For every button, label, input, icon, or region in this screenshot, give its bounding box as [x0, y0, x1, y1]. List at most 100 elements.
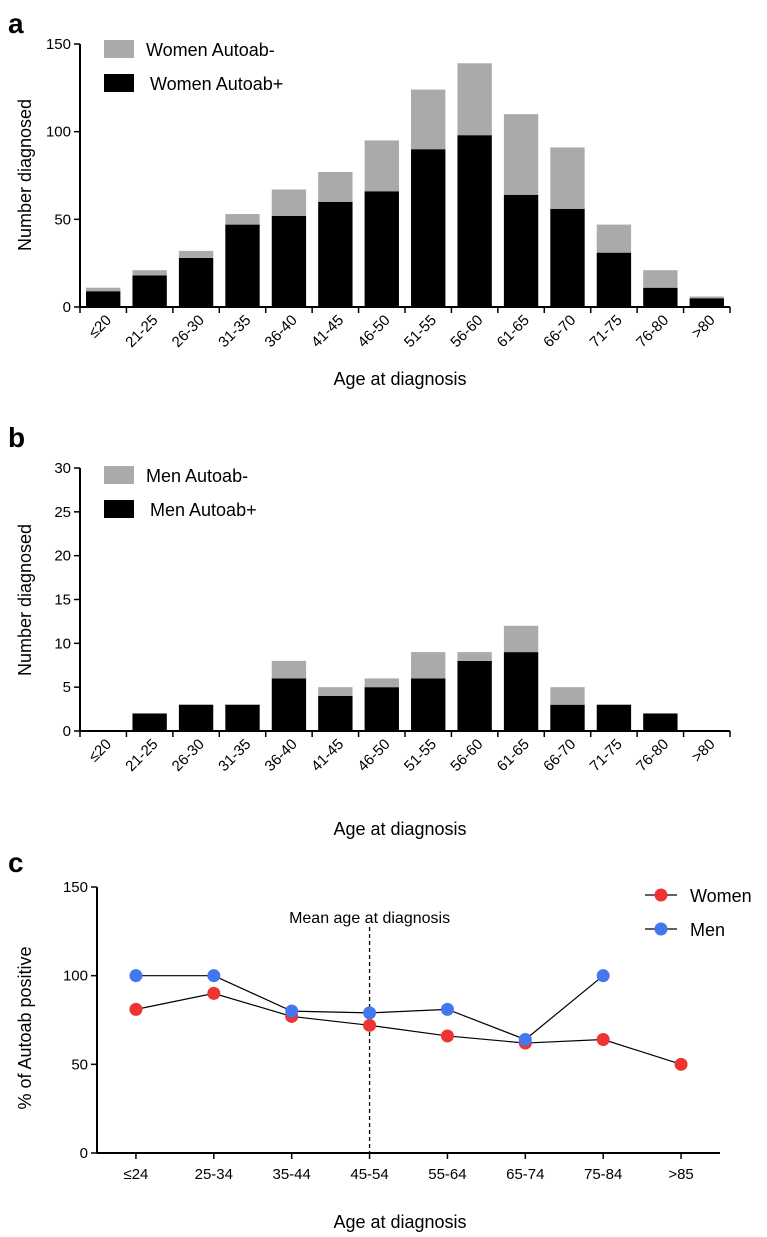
bar-women-autoab-76-80: [643, 287, 678, 307]
y-tick-label: 100: [46, 124, 71, 141]
bar-women-autoab-41-45: [318, 201, 353, 307]
panel-c-y-axis-title: % of Autoab positive: [15, 946, 35, 1109]
panel-a-x-axis-title: Age at diagnosis: [333, 369, 466, 389]
x-tick-label-65-74: 65-74: [506, 1166, 544, 1183]
x-tick-label-gt80: >80: [689, 312, 719, 342]
bar-men-autoab-76-80: [643, 713, 678, 731]
panel-a-letter: a: [8, 8, 24, 39]
legend-label-women-autoab: Women Autoab+: [150, 74, 283, 94]
x-tick-label-61-65: 61-65: [494, 736, 533, 775]
bar-men-autoab-26-30: [178, 704, 214, 731]
bar-women-autoab-21-25: [132, 275, 167, 307]
x-tick-label-36-40: 36-40: [262, 312, 301, 351]
legend-marker-women: [654, 888, 668, 902]
panel-c: c % of Autoab positive Age at diagnosis …: [8, 847, 752, 1232]
bar-women-autoab-le20: [86, 287, 121, 292]
panel-b-letter: b: [8, 422, 25, 453]
bar-women-autoab-51-55: [411, 89, 446, 150]
legend-label-women-autoab: Women Autoab-: [146, 40, 275, 60]
bar-women-autoab-le20: [86, 291, 121, 307]
panel-b-x-axis-title: Age at diagnosis: [333, 819, 466, 839]
bar-men-autoab-21-25: [132, 713, 167, 731]
y-tick-label: 5: [63, 679, 71, 696]
y-tick-label: 25: [54, 504, 71, 521]
point-women-25-34: [207, 986, 221, 1000]
bar-men-autoab-71-75: [596, 704, 632, 731]
x-tick-label-41-45: 41-45: [308, 312, 347, 351]
x-tick-label-71-75: 71-75: [587, 312, 626, 351]
x-tick-label-56-60: 56-60: [447, 736, 486, 775]
x-tick-label-55-64: 55-64: [428, 1166, 466, 1183]
mean-age-label: Mean age at diagnosis: [289, 910, 450, 927]
panel-a: a Number diagnosed Age at diagnosis 0 50 1…: [8, 8, 731, 389]
bar-men-autoab-66-70: [550, 704, 585, 731]
bar-men-autoab-61-65: [503, 625, 539, 653]
bar-women-autoab-21-25: [132, 270, 167, 276]
x-tick-label-26-30: 26-30: [169, 736, 208, 775]
x-tick-label-36-40: 36-40: [262, 736, 301, 775]
y-tick-label: 150: [63, 879, 88, 896]
bar-women-autoab-56-60: [457, 63, 492, 136]
legend-label-women: Women: [690, 886, 752, 906]
x-tick-label-gt85: >85: [668, 1166, 693, 1183]
bar-men-autoab-31-35: [225, 704, 260, 731]
panel-a-plot: 0 50 100 150 ≤20 21-25 26-30 31-35 36-40 41-45 46-…: [46, 36, 731, 351]
x-tick-label-45-54: 45-54: [350, 1166, 388, 1183]
bar-women-autoab-46-50: [364, 191, 399, 307]
bar-men-autoab-46-50: [364, 678, 399, 688]
y-tick-label: 150: [46, 36, 71, 53]
point-men-65-74: [518, 1033, 532, 1047]
y-tick-label: 10: [54, 635, 71, 652]
x-tick-label-71-75: 71-75: [587, 736, 626, 775]
panel-a-y-axis-title: Number diagnosed: [15, 99, 35, 251]
bar-women-autoab-71-75: [596, 252, 632, 307]
panel-c-x-axis-title: Age at diagnosis: [333, 1212, 466, 1232]
x-tick-label-26-30: 26-30: [169, 312, 208, 351]
point-men-35-44: [285, 1004, 299, 1018]
x-tick-label-76-80: 76-80: [633, 736, 672, 775]
bar-women-autoab-66-70: [550, 147, 585, 209]
legend-swatch-women-autoab: [104, 40, 134, 58]
point-women-45-54: [363, 1018, 377, 1032]
y-tick-label: 0: [80, 1145, 88, 1162]
x-tick-label-25-34: 25-34: [195, 1166, 233, 1183]
legend-label-men: Men: [690, 920, 725, 940]
y-tick-label: 0: [63, 299, 71, 316]
legend-label-men-autoab: Men Autoab+: [150, 500, 257, 520]
panel-c-letter: c: [8, 847, 24, 878]
legend-swatch-men-autoab: [104, 500, 134, 518]
y-tick-label: 50: [54, 211, 71, 228]
x-tick-label-46-50: 46-50: [354, 312, 393, 351]
legend-swatch-women-autoab: [104, 74, 134, 92]
x-tick-label-51-55: 51-55: [401, 736, 440, 775]
x-tick-label-gt80: >80: [689, 736, 719, 766]
bar-women-autoab-46-50: [364, 140, 399, 192]
bar-women-autoab-gt80: [689, 298, 724, 307]
x-tick-label-46-50: 46-50: [354, 736, 393, 775]
bar-women-autoab-71-75: [596, 224, 632, 253]
point-men-45-54: [363, 1006, 377, 1020]
bar-women-autoab-26-30: [178, 250, 214, 258]
x-tick-label-75-84: 75-84: [584, 1166, 622, 1183]
x-tick-label-56-60: 56-60: [447, 312, 486, 351]
bar-men-autoab-46-50: [364, 687, 399, 731]
bar-women-autoab-61-65: [503, 114, 539, 195]
bar-men-autoab-51-55: [411, 652, 446, 679]
bar-men-autoab-36-40: [271, 678, 307, 731]
bar-women-autoab-66-70: [550, 208, 585, 307]
x-tick-label-31-35: 31-35: [215, 736, 254, 775]
y-tick-label: 50: [71, 1056, 88, 1073]
legend-marker-men: [654, 922, 668, 936]
bar-men-autoab-56-60: [457, 652, 492, 661]
bar-men-autoab-66-70: [550, 687, 585, 705]
panel-b-y-axis-title: Number diagnosed: [15, 524, 35, 676]
x-tick-label-31-35: 31-35: [215, 312, 254, 351]
bar-men-autoab-36-40: [271, 660, 307, 679]
y-tick-label: 100: [63, 968, 88, 985]
point-men-25-34: [207, 969, 221, 983]
x-tick-label-35-44: 35-44: [273, 1166, 311, 1183]
panel-c-plot: 0 50 100 150 ≤24 25-34 35-44 45-54 55-64 65-74 75-…: [63, 879, 752, 1183]
point-women-gt85: [674, 1057, 688, 1071]
bar-women-autoab-36-40: [271, 189, 307, 216]
